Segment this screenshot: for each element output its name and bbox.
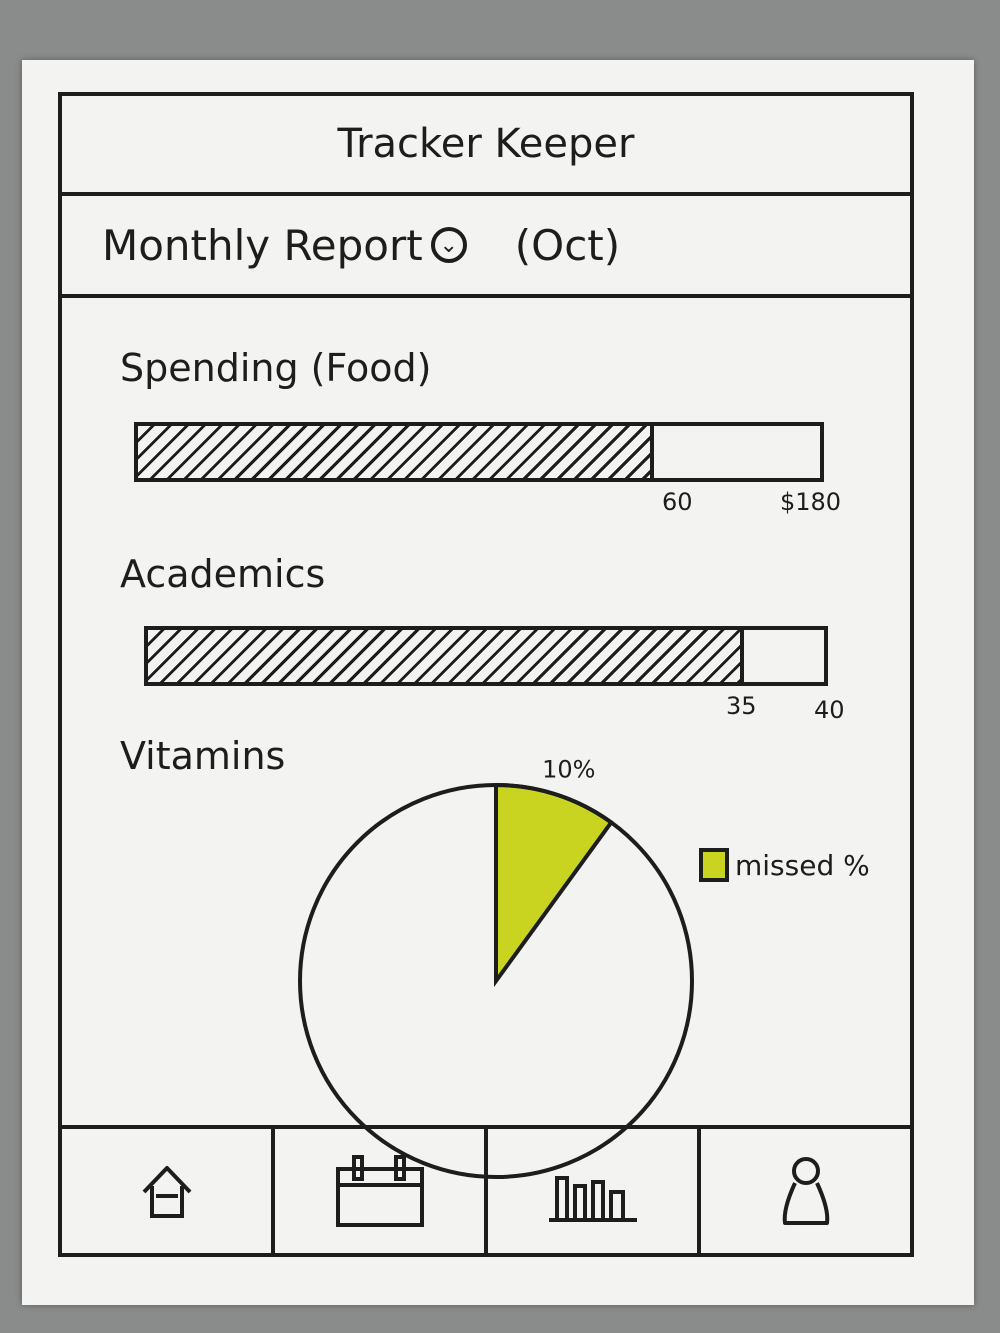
academics-label: Academics xyxy=(120,552,326,596)
vitamins-label: Vitamins xyxy=(120,734,286,778)
vitamins-pie-chart: 10% xyxy=(298,755,694,1179)
nav-calendar[interactable] xyxy=(275,1129,488,1253)
report-label: Monthly Report xyxy=(102,220,423,270)
report-selector[interactable]: Monthly Report ⌄ (Oct) xyxy=(62,196,910,298)
legend-swatch xyxy=(699,848,729,882)
nav-profile[interactable] xyxy=(701,1129,910,1253)
nav-stats[interactable] xyxy=(488,1129,701,1253)
bottom-nav xyxy=(62,1125,910,1253)
vitamins-missed-slice xyxy=(494,782,614,988)
spending-max-tick: $180 xyxy=(780,488,842,516)
academics-progress-fill xyxy=(148,630,744,682)
phone-frame: Tracker Keeper Monthly Report ⌄ (Oct) Sp… xyxy=(58,92,914,1257)
vitamins-percent-label: 10% xyxy=(542,755,595,783)
report-month: (Oct) xyxy=(514,220,621,270)
user-icon xyxy=(782,1157,829,1225)
vitamins-pie-outline xyxy=(298,783,694,1179)
spending-label: Spending (Food) xyxy=(120,346,432,390)
bar-chart-icon xyxy=(548,1176,637,1222)
calendar-icon xyxy=(335,1155,424,1227)
home-icon xyxy=(142,1166,191,1218)
academics-max-tick: 40 xyxy=(814,696,845,724)
app-title: Tracker Keeper xyxy=(337,121,635,167)
vitamins-legend: missed % xyxy=(699,848,870,882)
nav-home[interactable] xyxy=(62,1129,275,1253)
chevron-down-icon[interactable]: ⌄ xyxy=(430,227,467,263)
spending-value-tick: 60 xyxy=(662,488,693,516)
academics-progress-bar xyxy=(144,626,828,686)
spending-progress-fill xyxy=(138,426,654,478)
legend-label: missed % xyxy=(735,848,870,882)
app-title-bar: Tracker Keeper xyxy=(62,96,910,196)
academics-value-tick: 35 xyxy=(726,692,757,720)
spending-progress-bar xyxy=(134,422,824,482)
